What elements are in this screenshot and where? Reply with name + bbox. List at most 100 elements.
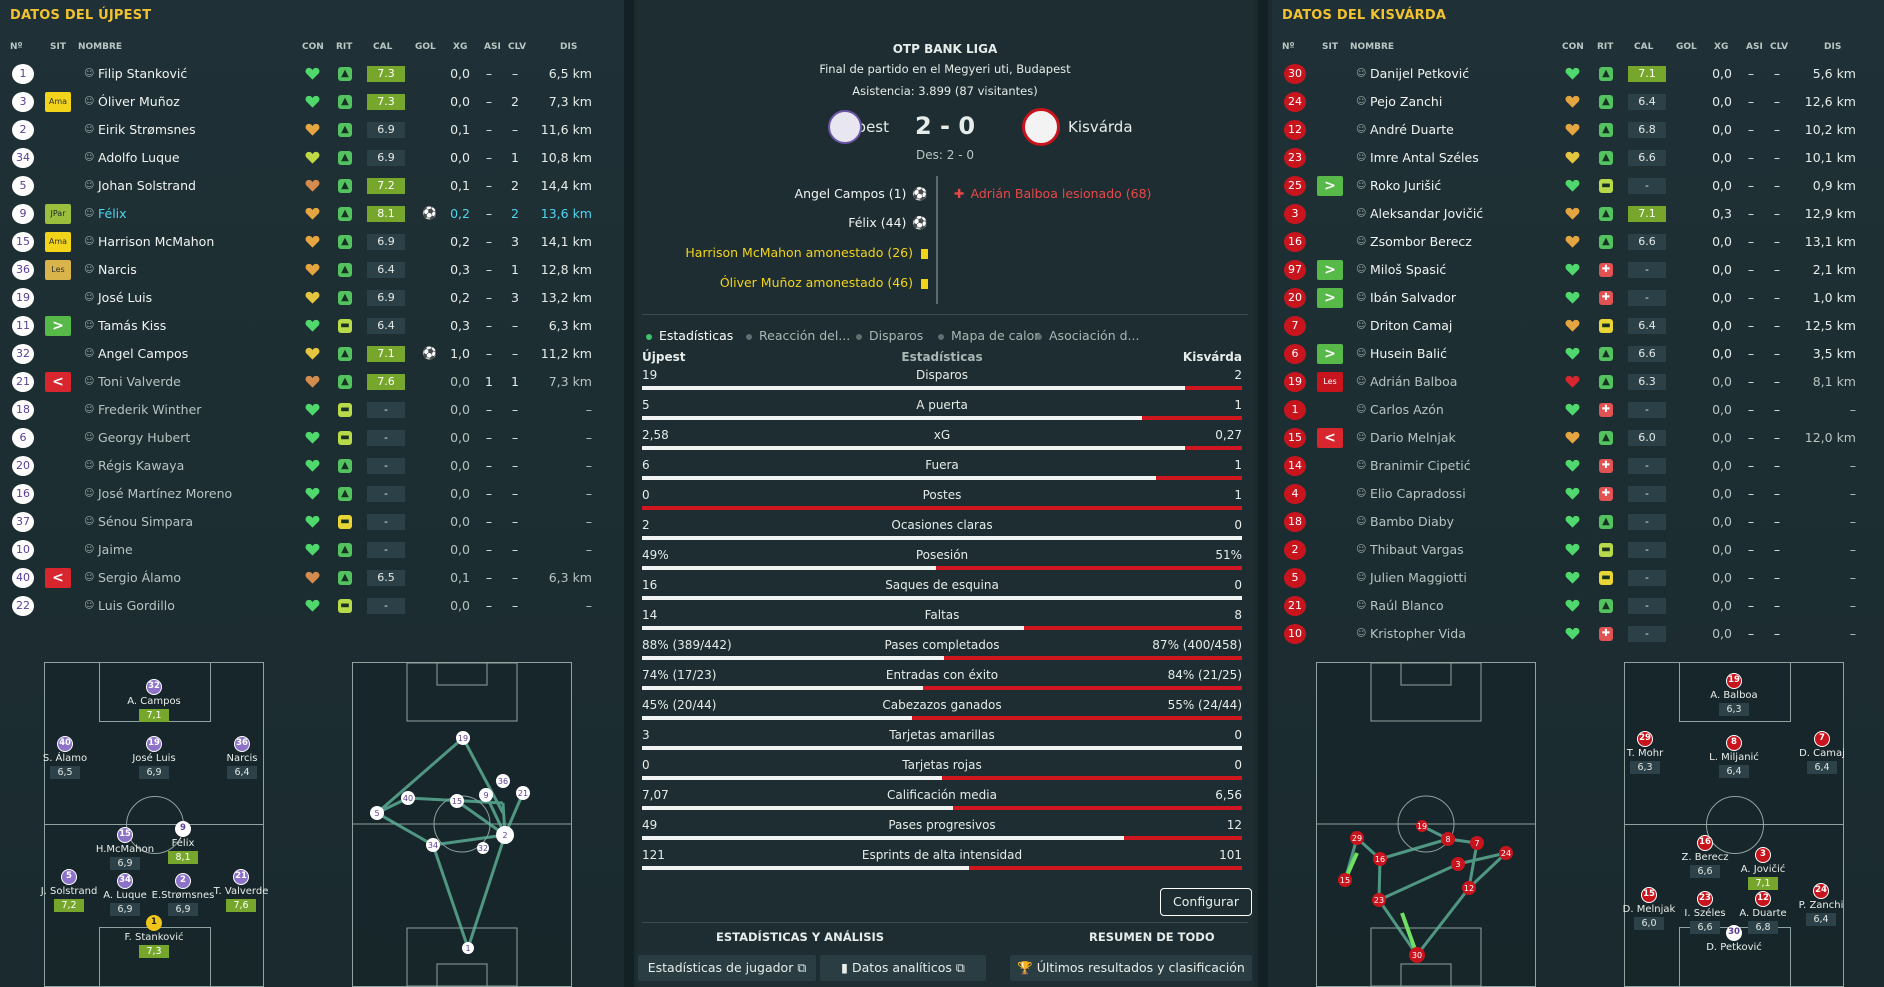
formation-player-token[interactable]: 36 (234, 736, 250, 752)
player-name[interactable]: Adolfo Luque (98, 150, 180, 165)
player-row[interactable]: 18 ☺ Bambo Diaby ▲ -0,0– – – (1272, 508, 1884, 536)
player-row[interactable]: 16 ☺ Zsombor Berecz ▲ 6.6 0,0– –13,1 km (1272, 228, 1884, 256)
col-sit[interactable]: SIT (1322, 42, 1338, 52)
analytics-button[interactable]: ▮ Datos analíticos ⧉ (820, 955, 986, 981)
player-name[interactable]: Georgy Hubert (98, 430, 191, 445)
player-row[interactable]: 37 ☺ Sénou Simpara ▬ -0,0– – – (0, 508, 624, 536)
player-row[interactable]: 19 ☺ José Luis ▲ 6.9 0,2– 3 13,2 km (0, 284, 624, 312)
player-row[interactable]: 20 ☺ Régis Kawaya ▲ -0,0– – – (0, 452, 624, 480)
player-name[interactable]: Pejo Zanchi (1370, 94, 1443, 109)
player-row[interactable]: 10 ☺ Kristopher Vida ✚ -0,0– – – (1272, 620, 1884, 648)
player-row[interactable]: 12 ☺ André Duarte ▲ 6.8 0,0– –10,2 km (1272, 116, 1884, 144)
player-row[interactable]: 15 < ☺ Dario Melnjak ▲ 6.0 0,0– –12,0 km (1272, 424, 1884, 452)
player-row[interactable]: 24 ☺ Pejo Zanchi ▲ 6.4 0,0– –12,6 km (1272, 88, 1884, 116)
player-name[interactable]: Félix (98, 206, 127, 221)
player-name[interactable]: Raúl Blanco (1370, 598, 1444, 613)
player-row[interactable]: 40 < ☺ Sergio Álamo ▲ 6.5 0,1– –6,3 km (0, 564, 624, 592)
formation-player-token[interactable]: 2 (175, 873, 191, 889)
formation-player-token[interactable]: 5 (61, 869, 77, 885)
player-row[interactable]: 1 ☺ Filip Stanković ▲ 7.3 0,0– –6,5 km (0, 60, 624, 88)
player-name[interactable]: Adrián Balboa (1370, 374, 1458, 389)
player-row[interactable]: 97 > ☺ Miloš Spasić ✚ -0,0– –2,1 km (1272, 256, 1884, 284)
player-name[interactable]: Driton Camaj (1370, 318, 1453, 333)
player-row[interactable]: 7 ☺ Driton Camaj ▬ 6.4 0,0– –12,5 km (1272, 312, 1884, 340)
tab-4[interactable]: Asociación d... (1036, 328, 1139, 343)
formation-player-token[interactable]: 24 (1813, 883, 1829, 899)
tab-2[interactable]: Disparos (856, 328, 923, 343)
formation-player-token[interactable]: 9 (175, 821, 191, 837)
tab-0[interactable]: Estadísticas (646, 328, 733, 343)
formation-player-token[interactable]: 12 (1755, 891, 1771, 907)
player-name[interactable]: Bambo Diaby (1370, 514, 1455, 529)
results-button[interactable]: 🏆 Últimos resultados y clasificación (1010, 955, 1252, 981)
player-row[interactable]: 18 ☺ Frederik Winther ▬ -0,0– – – (0, 396, 624, 424)
formation-player-token[interactable]: 19 (1726, 673, 1742, 689)
player-name[interactable]: Elio Capradossi (1370, 486, 1466, 501)
col-con[interactable]: CON (302, 42, 324, 52)
player-row[interactable]: 6 > ☺ Husein Balić ▲ 6.6 0,0– –3,5 km (1272, 340, 1884, 368)
player-stats-button[interactable]: Estadísticas de jugador ⧉ (638, 955, 816, 981)
player-name[interactable]: Kristopher Vida (1370, 626, 1466, 641)
player-row[interactable]: 19 Les ☺ Adrián Balboa ▲ 6.3 0,0– –8,1 km (1272, 368, 1884, 396)
player-name[interactable]: Angel Campos (98, 346, 189, 361)
tab-1[interactable]: Reacción del... (746, 328, 850, 343)
col-nombre[interactable]: NOMBRE (1350, 42, 1395, 52)
player-row[interactable]: 30 ☺ Danijel Petković ▲ 7.1 0,0– –5,6 km (1272, 60, 1884, 88)
col-gol[interactable]: GOL (415, 42, 436, 52)
formation-player-token[interactable]: 34 (117, 873, 133, 889)
player-name[interactable]: Johan Solstrand (98, 178, 196, 193)
col-rit[interactable]: RIT (1597, 42, 1614, 52)
player-row[interactable]: 2 ☺ Thibaut Vargas ▬ -0,0– – – (1272, 536, 1884, 564)
player-row[interactable]: 15 Ama ☺ Harrison McMahon ▲ 6.9 0,2– 3 14,1 km (0, 228, 624, 256)
player-row[interactable]: 16 ☺ José Martínez Moreno ▲ -0,0– – – (0, 480, 624, 508)
player-name[interactable]: Sénou Simpara (98, 514, 194, 529)
player-row[interactable]: 21 < ☺ Toni Valverde ▲ 7.6 0,0 1 1 7,3 km (0, 368, 624, 396)
player-name[interactable]: Danijel Petković (1370, 66, 1470, 81)
player-row[interactable]: 14 ☺ Branimir Cipetić ✚ -0,0– – – (1272, 452, 1884, 480)
player-name[interactable]: Jaime (98, 542, 133, 557)
formation-player-token[interactable]: 15 (117, 827, 133, 843)
col-asi[interactable]: ASI (484, 42, 501, 52)
formation-player-token[interactable]: 23 (1697, 891, 1713, 907)
formation-player-token[interactable]: 7 (1814, 731, 1830, 747)
player-name[interactable]: Harrison McMahon (98, 234, 215, 249)
player-row[interactable]: 1 ☺ Carlos Azón ✚ -0,0– – – (1272, 396, 1884, 424)
player-row[interactable]: 2 ☺ Eirik Strømsnes ▲ 6.9 0,1– –11,6 km (0, 116, 624, 144)
player-name[interactable]: Roko Jurišić (1370, 178, 1442, 193)
player-name[interactable]: Frederik Winther (98, 402, 202, 417)
player-name[interactable]: Branimir Cipetić (1370, 458, 1471, 473)
player-row[interactable]: 6 ☺ Georgy Hubert ▬ -0,0– – – (0, 424, 624, 452)
col-con[interactable]: CON (1562, 42, 1584, 52)
player-name[interactable]: Ibán Salvador (1370, 290, 1457, 305)
col-clv[interactable]: CLV (1770, 42, 1789, 52)
player-name[interactable]: Husein Balić (1370, 346, 1447, 361)
player-row[interactable]: 11 > ☺ Tamás Kiss ▬ 6.4 0,3– –6,3 km (0, 312, 624, 340)
col-nombre[interactable]: NOMBRE (78, 42, 123, 52)
player-row[interactable]: 22 ☺ Luis Gordillo ▬ -0,0– – – (0, 592, 624, 620)
col-dis[interactable]: DIS (1824, 42, 1842, 52)
formation-player-token[interactable]: 3 (1755, 847, 1771, 863)
col-n[interactable]: Nº (1282, 42, 1295, 52)
player-row[interactable]: 9 JPar ☺ Félix ▲ 8.1 ⚽ 0,2– 2 13,6 km (0, 200, 624, 228)
col-sit[interactable]: SIT (50, 42, 66, 52)
player-row[interactable]: 23 ☺ Imre Antal Széles ▲ 6.6 0,0– –10,1 km (1272, 144, 1884, 172)
player-name[interactable]: Tamás Kiss (98, 318, 167, 333)
col-n[interactable]: Nº (10, 42, 23, 52)
col-cal[interactable]: CAL (373, 42, 393, 52)
formation-player-token[interactable]: 29 (1637, 731, 1653, 747)
player-name[interactable]: Régis Kawaya (98, 458, 185, 473)
col-rit[interactable]: RIT (336, 42, 353, 52)
player-row[interactable]: 32 ☺ Angel Campos ▲ 7.1 ⚽ 1,0– –11,2 km (0, 340, 624, 368)
player-row[interactable]: 21 ☺ Raúl Blanco ▲ -0,0– – – (1272, 592, 1884, 620)
col-gol[interactable]: GOL (1676, 42, 1697, 52)
player-name[interactable]: Filip Stanković (98, 66, 188, 81)
player-name[interactable]: Miloš Spasić (1370, 262, 1447, 277)
player-name[interactable]: Aleksandar Jovičić (1370, 206, 1484, 221)
player-name[interactable]: Narcis (98, 262, 137, 277)
player-name[interactable]: Imre Antal Széles (1370, 150, 1479, 165)
col-dis[interactable]: DIS (560, 42, 578, 52)
formation-player-token[interactable]: 21 (233, 869, 249, 885)
player-name[interactable]: Julien Maggiotti (1370, 570, 1467, 585)
formation-player-token[interactable]: 16 (1697, 835, 1713, 851)
player-name[interactable]: José Martínez Moreno (98, 486, 233, 501)
